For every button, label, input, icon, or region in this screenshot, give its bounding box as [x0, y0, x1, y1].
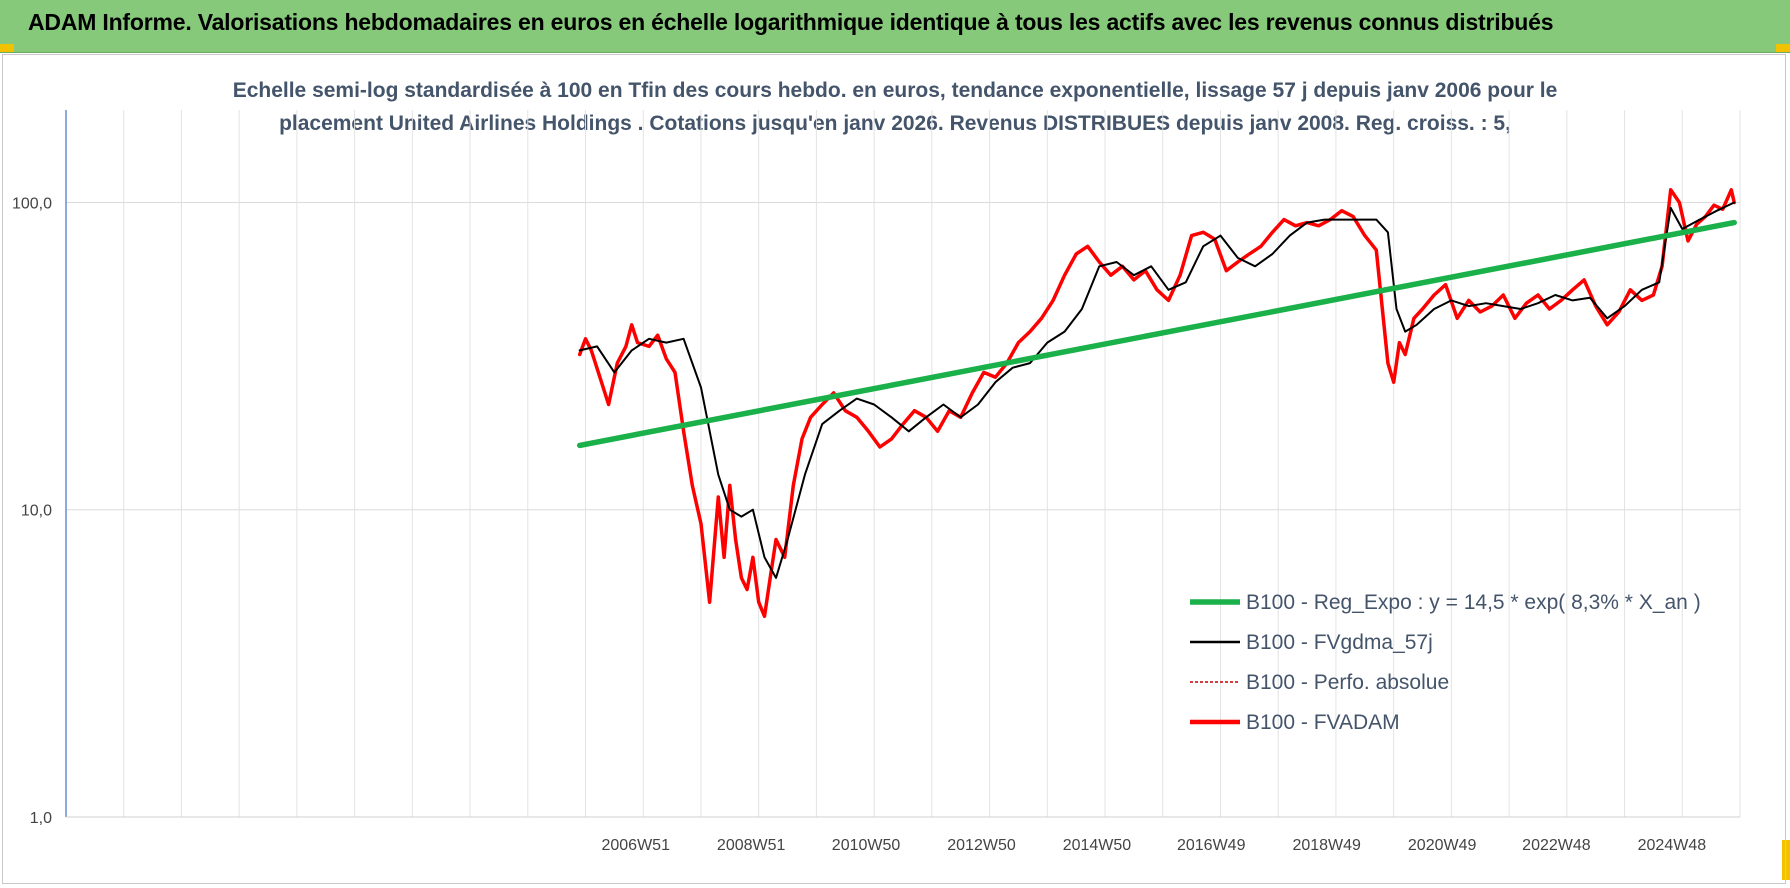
chart-frame — [2, 54, 1786, 884]
x-tick-label: 2010W50 — [832, 837, 901, 854]
x-tick-label: 2012W50 — [947, 837, 1016, 854]
y-tick-label: 1,0 — [30, 810, 52, 827]
corner-marker-right — [1776, 44, 1790, 52]
chart-subtitle: Echelle semi-log standardisée à 100 en T… — [0, 74, 1790, 140]
legend-label: B100 - Perfo. absolue — [1246, 671, 1449, 694]
corner-marker-bottom-right — [1782, 840, 1790, 880]
x-tick-label: 2018W49 — [1292, 837, 1361, 854]
y-tick-label: 10,0 — [21, 503, 52, 520]
series-regression-line — [576, 219, 1737, 449]
legend-label: B100 - FVgdma_57j — [1246, 631, 1433, 654]
series-fvgdma-line — [578, 201, 1736, 579]
corner-marker-left — [0, 44, 14, 52]
x-tick-label: 2006W51 — [601, 837, 670, 854]
x-tick-label: 2008W51 — [717, 837, 786, 854]
header-banner: ADAM Informe. Valorisations hebdomadaire… — [0, 0, 1790, 53]
legend-label: B100 - FVADAM — [1246, 711, 1400, 734]
subtitle-line-2: placement United Airlines Holdings . Cot… — [279, 112, 1511, 135]
report-title: ADAM Informe. Valorisations hebdomadaire… — [28, 9, 1554, 35]
subtitle-line-1: Echelle semi-log standardisée à 100 en T… — [232, 79, 1558, 102]
x-tick-label: 2014W50 — [1063, 837, 1132, 854]
y-tick-label: 100,0 — [12, 195, 52, 212]
legend-label: B100 - Reg_Expo : y = 14,5 * exp( 8,3% *… — [1246, 591, 1701, 614]
x-tick-label: 2024W48 — [1638, 837, 1707, 854]
x-tick-label: 2022W48 — [1522, 837, 1591, 854]
x-tick-label: 2016W49 — [1177, 837, 1246, 854]
x-tick-label: 2020W49 — [1408, 837, 1477, 854]
